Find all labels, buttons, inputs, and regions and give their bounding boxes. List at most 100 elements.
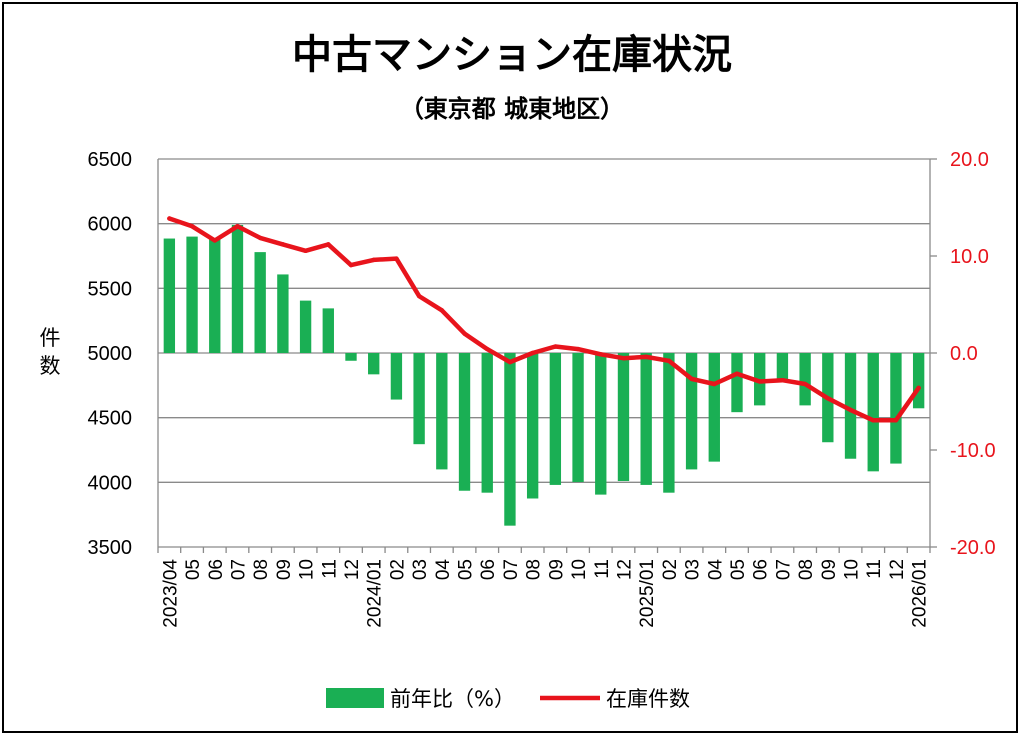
bar-14 — [481, 353, 493, 493]
line-point-10 — [394, 256, 399, 261]
bar-13 — [458, 353, 471, 491]
legend: 前年比（%） 在庫件数 — [326, 687, 690, 711]
line-point-19 — [598, 352, 603, 357]
line-series — [167, 216, 921, 423]
x-tick-label: 02 — [660, 559, 681, 580]
y-right-tick-label: 20.0 — [950, 149, 989, 171]
x-tick-label: 06 — [751, 559, 772, 580]
bar-24 — [708, 353, 720, 462]
bar-20 — [617, 353, 630, 482]
x-tick-label: 12 — [614, 559, 635, 580]
line-point-12 — [439, 308, 445, 313]
bar-9 — [368, 353, 380, 375]
line-point-32 — [893, 418, 899, 423]
y-right-tick-label: 10.0 — [950, 246, 989, 268]
bar-18 — [572, 353, 584, 483]
line-point-21 — [643, 354, 649, 360]
line-point-33 — [916, 385, 921, 391]
x-tick-label: 08 — [524, 559, 545, 580]
y-left-tick-label: 6500 — [88, 149, 133, 171]
gridlines — [158, 158, 930, 483]
bar-22 — [663, 353, 675, 493]
x-tick-label: 05 — [728, 559, 749, 580]
line-point-15 — [507, 359, 513, 365]
x-tick-label: 11 — [319, 559, 340, 579]
line-point-28 — [802, 381, 808, 387]
y-left-tick-label: 4000 — [88, 472, 133, 494]
bar-6 — [299, 300, 312, 353]
y-axis-label-char-1: 件 — [40, 326, 61, 350]
x-tick-label: 06 — [206, 559, 227, 580]
line-point-8 — [348, 262, 354, 268]
line-point-14 — [485, 346, 490, 352]
bar-30 — [844, 353, 857, 459]
y-axis-label-char-2: 数 — [40, 354, 61, 378]
x-tick-label: 2026/01 — [910, 559, 931, 628]
bar-31 — [867, 353, 879, 472]
x-tick-label: 08 — [251, 559, 272, 580]
x-tick-label: 07 — [501, 559, 522, 580]
bar-25 — [731, 353, 743, 413]
line-point-24 — [712, 381, 717, 387]
bar-16 — [526, 353, 539, 499]
bar-19 — [595, 353, 607, 495]
x-tick-label: 08 — [796, 559, 817, 580]
x-tick-label: 06 — [478, 559, 499, 580]
line-point-29 — [825, 396, 831, 401]
line-point-30 — [848, 407, 853, 413]
axes — [157, 158, 937, 553]
x-tick-label: 10 — [569, 559, 590, 580]
bar-28 — [799, 353, 811, 406]
x-tick-label: 11 — [592, 559, 613, 579]
line-point-16 — [530, 350, 535, 356]
x-tick-label: 04 — [433, 559, 454, 581]
x-tick-label: 04 — [705, 559, 726, 581]
line-point-7 — [326, 242, 331, 247]
x-tick-label: 07 — [228, 559, 249, 580]
bar-8 — [345, 353, 357, 361]
line-point-20 — [621, 355, 626, 361]
x-tick-label: 10 — [842, 559, 863, 580]
x-tick-label: 11 — [864, 559, 885, 579]
bar-1 — [186, 236, 198, 353]
bar-series — [163, 224, 925, 526]
y-right-tick-label: 0.0 — [950, 343, 978, 365]
line-point-1 — [189, 224, 195, 229]
y-right-tick-label: -20.0 — [950, 537, 996, 559]
line-point-4 — [257, 235, 263, 241]
x-tick-label: 10 — [297, 559, 318, 580]
bar-17 — [549, 353, 562, 485]
legend-line-label: 在庫件数 — [606, 687, 690, 711]
x-tick-label: 05 — [456, 559, 477, 580]
x-tick-label: 03 — [410, 559, 431, 580]
y-left-tick-label: 6000 — [88, 214, 133, 236]
x-tick-label: 2025/01 — [637, 559, 658, 628]
line-point-31 — [871, 418, 876, 423]
line-point-0 — [167, 216, 172, 221]
y-ticks: 6500 6000 5500 5000 4500 4000 3500 20.0 10.0 0.0 -… — [88, 149, 996, 559]
bar-21 — [640, 353, 652, 485]
line-point-22 — [666, 358, 672, 363]
y-right-tick-label: -10.0 — [950, 440, 996, 462]
bar-2 — [209, 239, 221, 353]
bar-7 — [322, 308, 334, 353]
line-point-2 — [212, 238, 217, 243]
x-tick-label: 12 — [887, 559, 908, 580]
bar-15 — [504, 353, 516, 526]
y-left-tick-label: 3500 — [88, 537, 133, 559]
bar-32 — [890, 353, 902, 464]
x-tick-label: 05 — [183, 559, 204, 580]
y-left-tick-label: 5500 — [88, 278, 133, 300]
x-tick-label: 2023/04 — [160, 559, 181, 628]
line-point-23 — [689, 376, 694, 382]
bar-23 — [685, 353, 698, 470]
line-point-18 — [575, 346, 581, 352]
bar-11 — [413, 353, 425, 445]
x-tick-label: 09 — [819, 559, 840, 580]
bar-0 — [163, 238, 176, 353]
line-point-13 — [462, 331, 467, 336]
y-left-tick-label: 5000 — [88, 343, 133, 365]
line-point-25 — [734, 371, 740, 376]
x-ticks: 2023/04 05 06 07 08 09 10 11 12 2024/01 02 03 04 05 06… — [160, 559, 930, 628]
line-point-11 — [416, 293, 422, 299]
